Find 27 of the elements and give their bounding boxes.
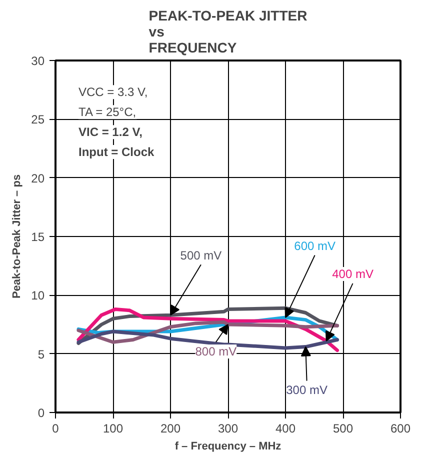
y-tick-label: 15 — [31, 230, 45, 244]
series-label: 800 mV — [195, 344, 237, 358]
annotation: Input = Clock — [78, 145, 154, 160]
x-axis-title: f – Frequency – MHz — [174, 440, 282, 452]
x-tick-label: 500 — [332, 422, 354, 436]
y-tick-label: 30 — [31, 54, 45, 68]
x-tick-label: 600 — [390, 422, 411, 436]
annotation: VCC = 3.3 V, — [78, 85, 148, 100]
text: 500 mV — [180, 248, 222, 262]
x-tick-label: 300 — [218, 422, 238, 436]
y-tick-label: 25 — [31, 112, 45, 127]
y-axis-title: Peak-to-Peak Jitter – ps — [11, 174, 24, 299]
x-tick-label: 100 — [102, 422, 124, 436]
x-tick-label: 400 — [275, 422, 296, 436]
y-tick-label: 20 — [31, 171, 45, 186]
x-tick-label: 200 — [160, 422, 181, 436]
y-tick-label: 10 — [31, 288, 45, 303]
y-tick-label: 0 — [38, 406, 45, 420]
y-tick-label: 5 — [38, 347, 45, 362]
text: 400 mV — [332, 267, 374, 282]
text: 300 mV — [286, 383, 328, 398]
line-series — [76, 320, 339, 344]
text: 600 mV — [294, 238, 336, 253]
chart-title: PEAK-TO-PEAK JITTER vs FREQUENCY — [148, 8, 308, 56]
annotation: TA = 25°C, — [78, 105, 136, 120]
annotation: VIC = 1.2 V, — [78, 125, 142, 140]
x-tick-label: 0 — [52, 422, 60, 436]
